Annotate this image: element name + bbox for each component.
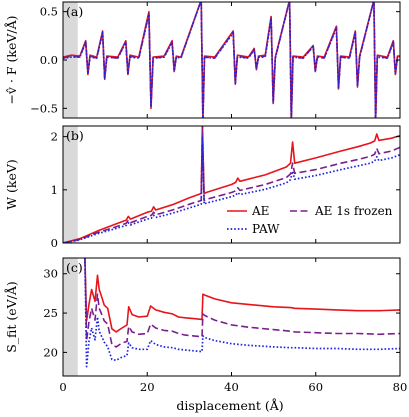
panel-label: (b) xyxy=(66,128,84,143)
y-axis-label: W (keV) xyxy=(4,159,19,210)
panel-label: (a) xyxy=(66,4,83,19)
y-tick-label: 25 xyxy=(43,306,58,320)
y-tick-label: −0.5 xyxy=(30,101,58,115)
y-tick-label: 0 xyxy=(51,236,58,250)
y-tick-label: 1 xyxy=(51,183,58,197)
panel-1: −0.5 0.0 0.5 (a) −v̂ · F (keV/Å) xyxy=(4,1,401,119)
series-line-ae1s xyxy=(84,258,400,348)
x-tick-label: 40 xyxy=(224,380,239,394)
shaded-region xyxy=(63,126,78,243)
figure-panels: −0.5 0.0 0.5 (a) −v̂ · F (keV/Å) 0 1 2 (b) W (keV… xyxy=(4,1,408,394)
series-group xyxy=(84,258,400,368)
series-line-ae xyxy=(63,2,400,118)
y-tick-label: 0.5 xyxy=(40,5,58,19)
series-line-paw xyxy=(63,135,400,243)
series-group xyxy=(63,126,400,243)
legend: AE AE 1s frozen PAW xyxy=(227,204,393,236)
y-tick-label: 0.0 xyxy=(40,53,58,67)
y-axis-label: −v̂ · F (keV/Å) xyxy=(4,15,19,104)
plot-frame xyxy=(62,1,401,119)
y-tick-label: 2 xyxy=(51,130,58,144)
y-tick-label: 30 xyxy=(43,267,58,281)
panel-3: 20 25 30 0 20 40 60 80 (c) S_fit (eV/Å) xyxy=(4,257,408,394)
legend-label-ae1s: AE 1s frozen xyxy=(314,204,393,218)
x-axis-label: displacement (Å) xyxy=(176,398,283,413)
plot-frame xyxy=(62,257,401,377)
y-axis-label: S_fit (eV/Å) xyxy=(4,281,19,353)
x-tick-label: 0 xyxy=(59,380,66,394)
series-line-ae1s xyxy=(63,2,400,118)
series-line-ae xyxy=(63,126,400,243)
x-tick-label: 20 xyxy=(140,380,155,394)
x-tick-label: 80 xyxy=(393,380,408,394)
series-line-ae xyxy=(84,258,400,333)
series-line-paw xyxy=(63,2,400,118)
panel-2: 0 1 2 (b) W (keV) AE AE 1s frozen PAW xyxy=(4,125,401,250)
series-group xyxy=(63,2,400,118)
shaded-region xyxy=(63,258,78,376)
legend-label-paw: PAW xyxy=(252,222,280,236)
series-line-paw xyxy=(84,258,400,368)
panel-label: (c) xyxy=(66,260,83,275)
series-line-ae1s xyxy=(63,126,400,243)
shaded-region xyxy=(63,2,78,118)
x-tick-label: 60 xyxy=(308,380,323,394)
legend-label-ae: AE xyxy=(251,204,269,218)
y-tick-label: 20 xyxy=(43,345,58,359)
